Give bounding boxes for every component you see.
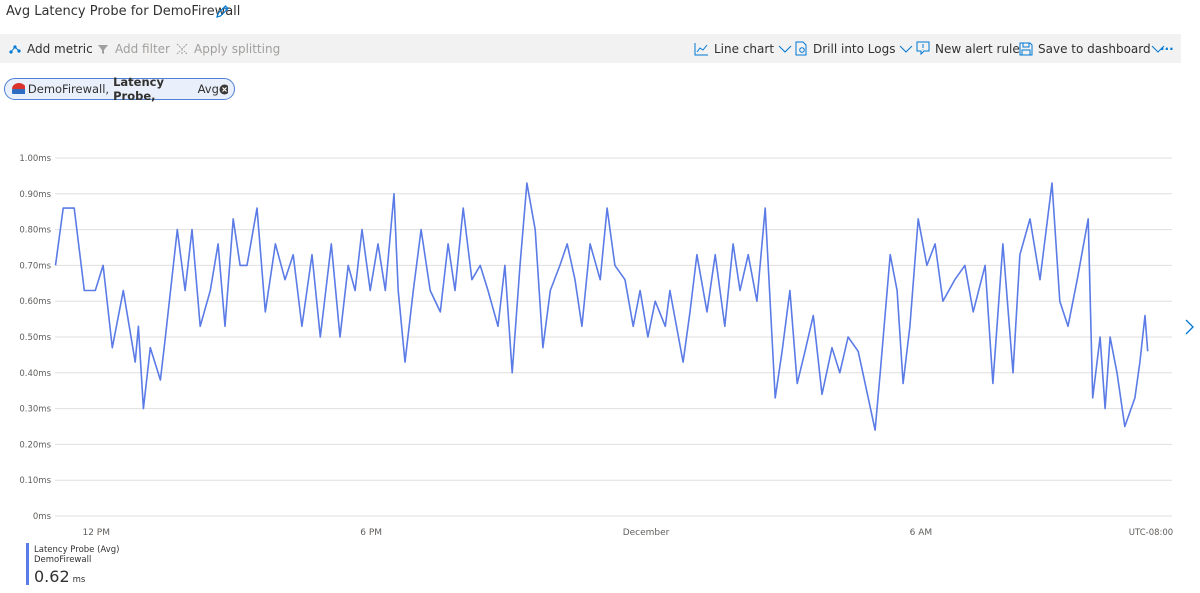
new-alert-button[interactable]: New alert rule: [916, 34, 1020, 63]
data-line: [54, 182, 1149, 431]
toolbar: Add metric Add filter Apply splitting Li…: [0, 34, 1181, 63]
icon: [694, 42, 708, 55]
chart-title: Avg Latency Probe for DemoFirewall: [6, 4, 241, 19]
y-tick-label: 0.70ms: [19, 261, 51, 271]
label: Apply splitting: [194, 41, 281, 56]
y-tick-label: 0.40ms: [19, 369, 51, 379]
y-tick-label: 0.10ms: [19, 476, 51, 486]
legend-swatch: [26, 543, 29, 585]
resource-icon: [12, 83, 25, 94]
icon: [9, 44, 21, 54]
y-tick-label: 1.00ms: [19, 154, 51, 164]
line-chart-button[interactable]: Line chart: [694, 34, 797, 63]
icon: [98, 44, 108, 54]
metric-pill[interactable]: DemoFirewall, Latency Probe, Avg: [4, 75, 235, 103]
drill-logs-button[interactable]: Drill into Logs: [794, 34, 918, 63]
save-dashboard-button[interactable]: Save to dashboard: [1019, 34, 1170, 63]
icon: [176, 43, 188, 54]
label: Add filter: [115, 41, 170, 56]
label: Save to dashboard: [1038, 41, 1151, 56]
apply-splitting-button: Apply splitting: [175, 34, 280, 63]
y-tick-label: 0.50ms: [19, 333, 51, 343]
label: Drill into Logs: [813, 41, 896, 56]
timezone-label: UTC-08:00: [1129, 528, 1173, 538]
label: Add metric: [27, 41, 93, 56]
next-chevron[interactable]: [1184, 318, 1196, 336]
x-tick-label: 6 AM: [910, 528, 933, 538]
icon: [1019, 42, 1033, 55]
icon: [916, 41, 930, 56]
legend-name: Latency Probe (Avg): [34, 545, 120, 555]
more-button[interactable]: ···: [1160, 41, 1174, 56]
y-tick-label: 0.80ms: [19, 226, 51, 236]
chevron: [1151, 45, 1164, 53]
summary-unit: ms: [73, 575, 86, 585]
remove-icon[interactable]: [219, 84, 228, 95]
label: Line chart: [714, 41, 775, 56]
icon: [795, 41, 807, 56]
pill-aggregation: Avg: [197, 82, 219, 96]
add-filter-button: Add filter: [96, 34, 170, 63]
label: New alert rule: [935, 41, 1020, 56]
y-tick-label: 0.20ms: [19, 440, 51, 450]
pill-metric: Latency Probe,: [113, 75, 164, 103]
chevron: [900, 45, 913, 53]
x-tick-label: 6 PM: [360, 528, 382, 538]
y-tick-label: 0ms: [33, 512, 52, 522]
add-metric-button[interactable]: Add metric: [8, 34, 93, 63]
y-tick-label: 0.90ms: [19, 190, 51, 200]
pill-resource: DemoFirewall,: [27, 82, 110, 96]
summary-value: 0.62: [34, 567, 70, 586]
legend-summary: 0.62 ms: [34, 567, 86, 586]
x-tick-label: December: [623, 528, 670, 538]
x-tick-label: 12 PM: [82, 528, 110, 538]
y-tick-label: 0.60ms: [19, 297, 51, 307]
chevron: [778, 45, 792, 53]
legend-resource: DemoFirewall: [34, 555, 91, 565]
y-tick-label: 0.30ms: [19, 405, 51, 415]
edit-icon[interactable]: [214, 4, 230, 20]
